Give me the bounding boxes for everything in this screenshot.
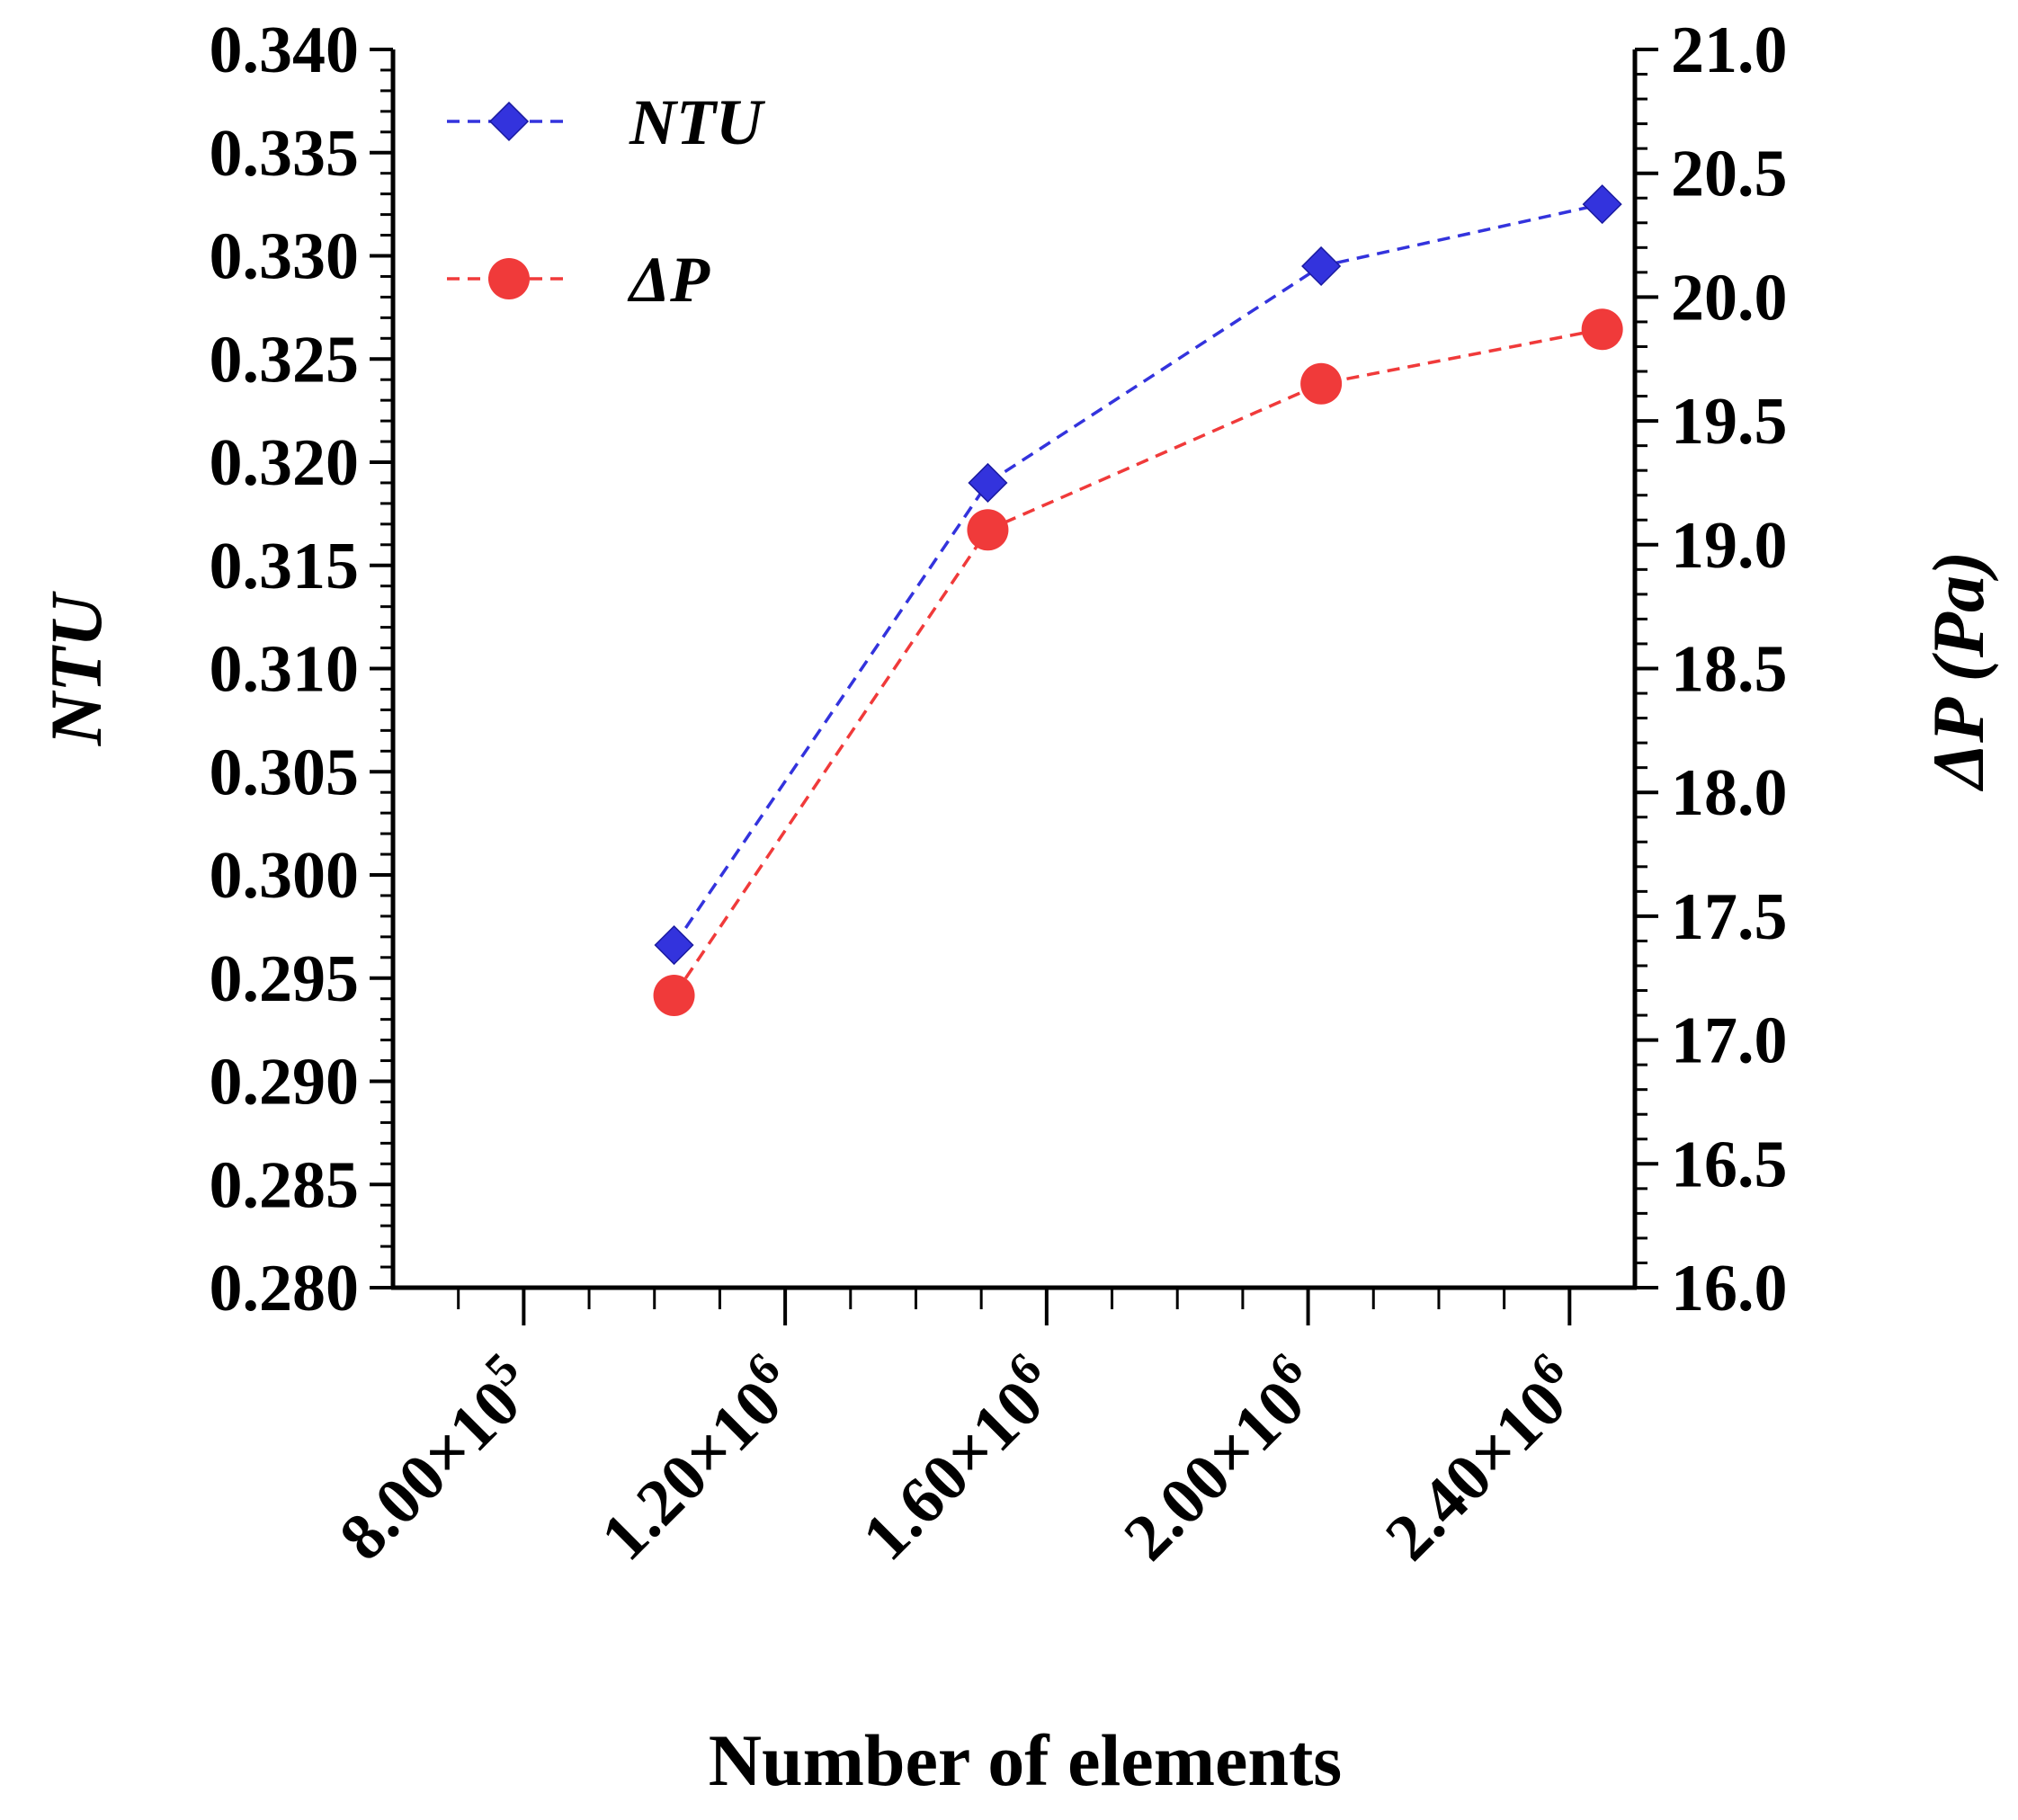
- y-axis-left-title: NTU: [35, 591, 117, 746]
- legend-circle-marker: [488, 258, 530, 299]
- y-axis-right-title: ΔP (Pa): [1917, 551, 1999, 792]
- x-tick-label: 1.20×106: [581, 1343, 812, 1575]
- x-tick-mantissa: 1.60×10: [849, 1366, 1058, 1575]
- x-tick-mantissa: 2.00×10: [1111, 1366, 1319, 1575]
- y-left-tick-label: 0.340: [210, 13, 360, 87]
- delta-p-point: [1581, 308, 1623, 351]
- legend-label: NTU: [629, 86, 766, 158]
- legend-label: ΔP: [627, 244, 710, 316]
- y-left-tick-label: 0.325: [210, 323, 360, 397]
- y-right-tick-label: 20.5: [1671, 138, 1788, 211]
- delta-p-point: [1300, 362, 1343, 405]
- x-tick-label: 2.00×106: [1103, 1343, 1335, 1575]
- y-left-tick-label: 0.330: [210, 220, 360, 294]
- y-right-tick-label: 20.0: [1671, 261, 1788, 335]
- series-line-circle: [673, 327, 1603, 997]
- y-right-tick-label: 21.0: [1671, 13, 1788, 87]
- series-group: [653, 184, 1623, 1017]
- y-left-tick-label: 0.290: [210, 1046, 360, 1120]
- x-tick-label: 2.40×106: [1365, 1343, 1596, 1575]
- x-tick-mantissa: 1.20×10: [587, 1366, 796, 1575]
- ntu-point: [654, 924, 694, 966]
- ntu-point: [1582, 184, 1622, 225]
- legend-diamond-marker: [488, 101, 530, 142]
- x-tick-mantissa: 8.00×10: [326, 1366, 534, 1575]
- x-axis-title: Number of elements: [709, 1719, 1342, 1801]
- y-left-tick-label: 0.280: [210, 1252, 360, 1325]
- x-tick-mantissa: 2.40×10: [1371, 1366, 1580, 1575]
- y-right-tick-label: 16.0: [1671, 1252, 1788, 1325]
- y-right-tick-label: 19.5: [1671, 385, 1788, 459]
- axes-group: 0.280 0.285 0.290 0.295 0.300 0.305 0.310 0.315…: [210, 13, 1788, 1575]
- y-left-tick-label: 0.310: [210, 633, 360, 707]
- ntu-point: [1301, 245, 1342, 287]
- ntu-point: [968, 462, 1008, 504]
- y-left-tick-label: 0.295: [210, 942, 360, 1016]
- y-right-tick-label: 17.5: [1671, 880, 1788, 954]
- delta-p-point: [967, 509, 1009, 551]
- y-right-tick-label: 18.5: [1671, 633, 1788, 707]
- y-right-tick-label: 18.0: [1671, 756, 1788, 830]
- x-tick-label: 1.60×106: [843, 1343, 1074, 1575]
- x-tick-label: 8.00×105: [319, 1343, 550, 1575]
- y-left-tick-label: 0.315: [210, 530, 360, 603]
- y-right-tick-label: 17.0: [1671, 1004, 1788, 1078]
- legend: NTU ΔP: [447, 86, 766, 316]
- y-left-tick-label: 0.285: [210, 1148, 360, 1222]
- y-left-tick-label: 0.335: [210, 117, 360, 191]
- y-right-tick-label: 16.5: [1671, 1128, 1788, 1201]
- y-right-tick-label: 19.0: [1671, 509, 1788, 583]
- y-left-tick-label: 0.320: [210, 426, 360, 500]
- y-left-tick-label: 0.300: [210, 839, 360, 913]
- delta-p-point: [653, 975, 695, 1017]
- y-left-tick-label: 0.305: [210, 736, 360, 809]
- series-line-diamond: [673, 202, 1603, 947]
